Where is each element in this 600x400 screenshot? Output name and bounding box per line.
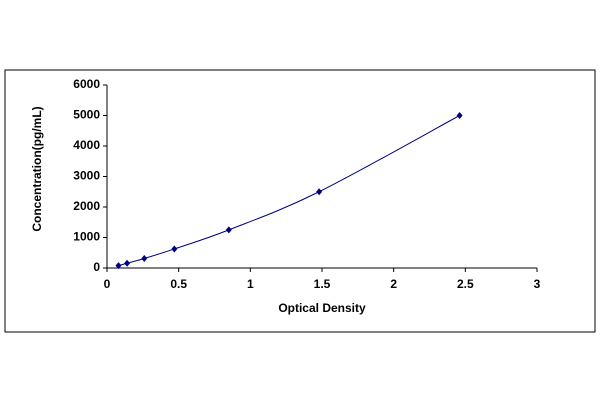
- x-tick-label: 2: [390, 277, 397, 291]
- x-tick-label: 0.5: [170, 277, 187, 291]
- y-tick-label: 1000: [73, 230, 100, 244]
- x-tick-label: 1.5: [314, 277, 331, 291]
- x-tick-label: 0: [104, 277, 111, 291]
- x-tick-label: 3: [534, 277, 541, 291]
- x-tick-label: 2.5: [457, 277, 474, 291]
- y-tick-label: 5000: [73, 108, 100, 122]
- data-point: [225, 226, 232, 234]
- data-point: [316, 188, 323, 196]
- data-point: [456, 112, 463, 119]
- data-point: [124, 259, 131, 267]
- y-tick-label: 2000: [73, 199, 100, 213]
- y-tick-label: 0: [93, 260, 100, 274]
- data-point: [141, 254, 148, 262]
- y-axis-title: Concentration(pg/mL): [30, 106, 44, 231]
- x-tick-label: 1: [247, 277, 254, 291]
- y-tick-label: 3000: [73, 169, 100, 183]
- data-point: [115, 262, 122, 270]
- data-point: [171, 245, 178, 253]
- y-tick-label: 6000: [73, 77, 100, 91]
- x-axis-title: Optical Density: [278, 301, 366, 315]
- y-tick-label: 4000: [73, 138, 100, 152]
